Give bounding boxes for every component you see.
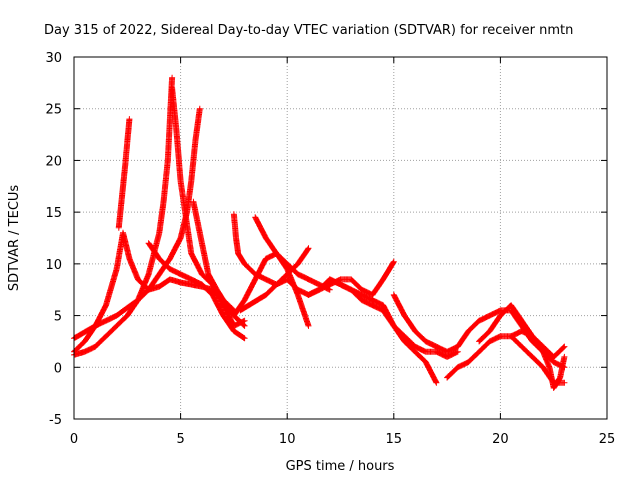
- data-series-arc-13: [326, 276, 461, 360]
- chart-title: Day 315 of 2022, Sidereal Day-to-day VTE…: [44, 23, 573, 38]
- plot-frame: [73, 56, 608, 420]
- data-point-markers: [145, 240, 248, 342]
- y-tick-label: -5: [49, 413, 62, 428]
- x-tick-label: 5: [176, 432, 184, 447]
- data-series-arc-14: [390, 291, 568, 371]
- data-point-markers: [508, 328, 568, 391]
- y-tick-label: 30: [45, 51, 62, 66]
- data-point-markers: [115, 116, 133, 231]
- data-series-arc-6: [145, 240, 248, 342]
- y-tick-label: 25: [45, 103, 62, 118]
- x-tick-label: 15: [386, 432, 403, 447]
- y-tick-label: 0: [54, 361, 62, 376]
- data-point-markers: [390, 291, 568, 371]
- data-point-markers: [326, 276, 461, 360]
- y-tick-label: 20: [45, 154, 62, 169]
- data-points-layer: [71, 74, 568, 391]
- x-tick-label: 10: [279, 432, 296, 447]
- y-axis-label: SDTVAR / TECUs: [7, 185, 22, 292]
- grid: [74, 57, 607, 419]
- x-tick-label: 0: [70, 432, 78, 447]
- x-tick-label: 20: [492, 432, 509, 447]
- x-axis-label: GPS time / hours: [286, 459, 395, 474]
- y-tick-label: 5: [54, 310, 62, 325]
- data-series-arc-2: [115, 116, 133, 231]
- y-tick-label: 15: [45, 206, 62, 221]
- axis-ticks: 0 5 10 15 20 25 -5 0 5 10 15 20 25 30: [45, 51, 615, 447]
- x-tick-label: 25: [599, 432, 616, 447]
- data-series-arc-17: [508, 328, 568, 391]
- y-tick-label: 10: [45, 258, 62, 273]
